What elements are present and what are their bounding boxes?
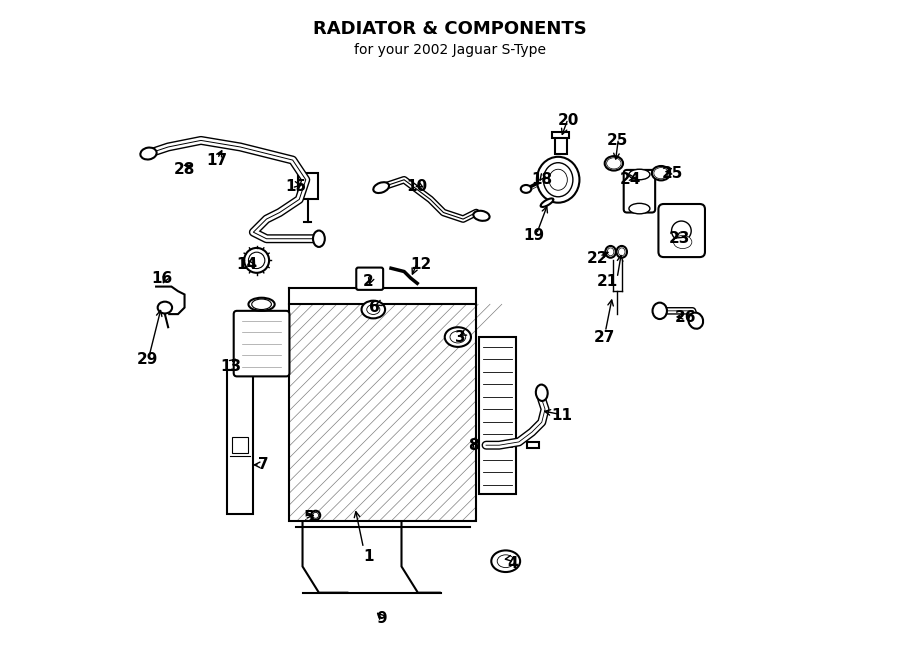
Text: 6: 6 [369, 300, 380, 315]
Text: 24: 24 [619, 173, 641, 187]
Text: 14: 14 [236, 257, 257, 272]
FancyBboxPatch shape [659, 204, 705, 257]
Ellipse shape [445, 327, 471, 347]
Ellipse shape [618, 248, 625, 256]
Text: 9: 9 [376, 611, 386, 627]
Ellipse shape [605, 156, 623, 171]
Ellipse shape [362, 301, 385, 319]
Text: 29: 29 [137, 352, 157, 368]
FancyBboxPatch shape [624, 170, 655, 213]
Bar [227, 369, 254, 514]
Ellipse shape [652, 303, 667, 319]
Text: for your 2002 Jaguar S-Type: for your 2002 Jaguar S-Type [354, 43, 546, 57]
Ellipse shape [248, 297, 274, 311]
Bar [298, 173, 318, 200]
Text: 11: 11 [551, 408, 572, 423]
Ellipse shape [652, 166, 670, 180]
Text: 5: 5 [304, 510, 314, 525]
Text: 22: 22 [587, 251, 608, 266]
Ellipse shape [608, 248, 614, 256]
Ellipse shape [140, 147, 157, 159]
Text: 18: 18 [531, 173, 553, 187]
Ellipse shape [521, 185, 531, 193]
Text: 17: 17 [207, 153, 228, 168]
Text: 10: 10 [407, 179, 428, 194]
Text: 3: 3 [454, 330, 465, 344]
Ellipse shape [688, 313, 703, 329]
Ellipse shape [541, 198, 554, 207]
Ellipse shape [374, 182, 389, 193]
Text: 21: 21 [597, 274, 618, 289]
Text: 25: 25 [662, 166, 683, 180]
Ellipse shape [497, 555, 514, 568]
Ellipse shape [629, 204, 650, 214]
Ellipse shape [158, 301, 172, 313]
Ellipse shape [491, 551, 520, 572]
Ellipse shape [252, 299, 272, 309]
Ellipse shape [629, 169, 650, 180]
FancyBboxPatch shape [356, 268, 383, 290]
Ellipse shape [311, 511, 320, 520]
Ellipse shape [607, 158, 621, 169]
Bar [232, 437, 248, 453]
Ellipse shape [536, 385, 548, 401]
Bar [480, 337, 516, 494]
FancyBboxPatch shape [234, 311, 290, 376]
Text: 13: 13 [220, 359, 241, 374]
Text: 4: 4 [507, 556, 517, 570]
Ellipse shape [549, 169, 567, 190]
Text: 26: 26 [675, 310, 697, 325]
Ellipse shape [313, 231, 325, 247]
Text: 8: 8 [468, 438, 478, 453]
Text: RADIATOR & COMPONENTS: RADIATOR & COMPONENTS [313, 20, 587, 38]
Ellipse shape [671, 221, 691, 241]
Ellipse shape [248, 253, 265, 268]
Ellipse shape [450, 331, 465, 343]
Ellipse shape [473, 211, 490, 221]
Text: 1: 1 [363, 549, 374, 564]
Ellipse shape [244, 248, 269, 273]
Text: 15: 15 [285, 179, 307, 194]
Ellipse shape [312, 512, 319, 518]
Bar [555, 137, 567, 153]
Text: 27: 27 [593, 330, 615, 344]
Bar [527, 442, 539, 448]
Text: 28: 28 [174, 163, 195, 177]
Ellipse shape [653, 168, 669, 178]
Bar [290, 304, 476, 521]
Text: 25: 25 [607, 133, 628, 148]
Ellipse shape [673, 235, 692, 249]
Text: 20: 20 [557, 113, 579, 128]
Bar [553, 132, 570, 138]
Ellipse shape [544, 163, 573, 197]
Text: 16: 16 [151, 270, 172, 286]
Text: 12: 12 [410, 257, 431, 272]
Text: 19: 19 [523, 228, 544, 243]
Text: 23: 23 [669, 231, 690, 247]
Ellipse shape [536, 157, 580, 203]
Ellipse shape [367, 305, 380, 315]
Ellipse shape [606, 246, 616, 258]
Text: 7: 7 [258, 457, 268, 473]
Ellipse shape [616, 246, 627, 258]
Text: 2: 2 [363, 274, 374, 289]
